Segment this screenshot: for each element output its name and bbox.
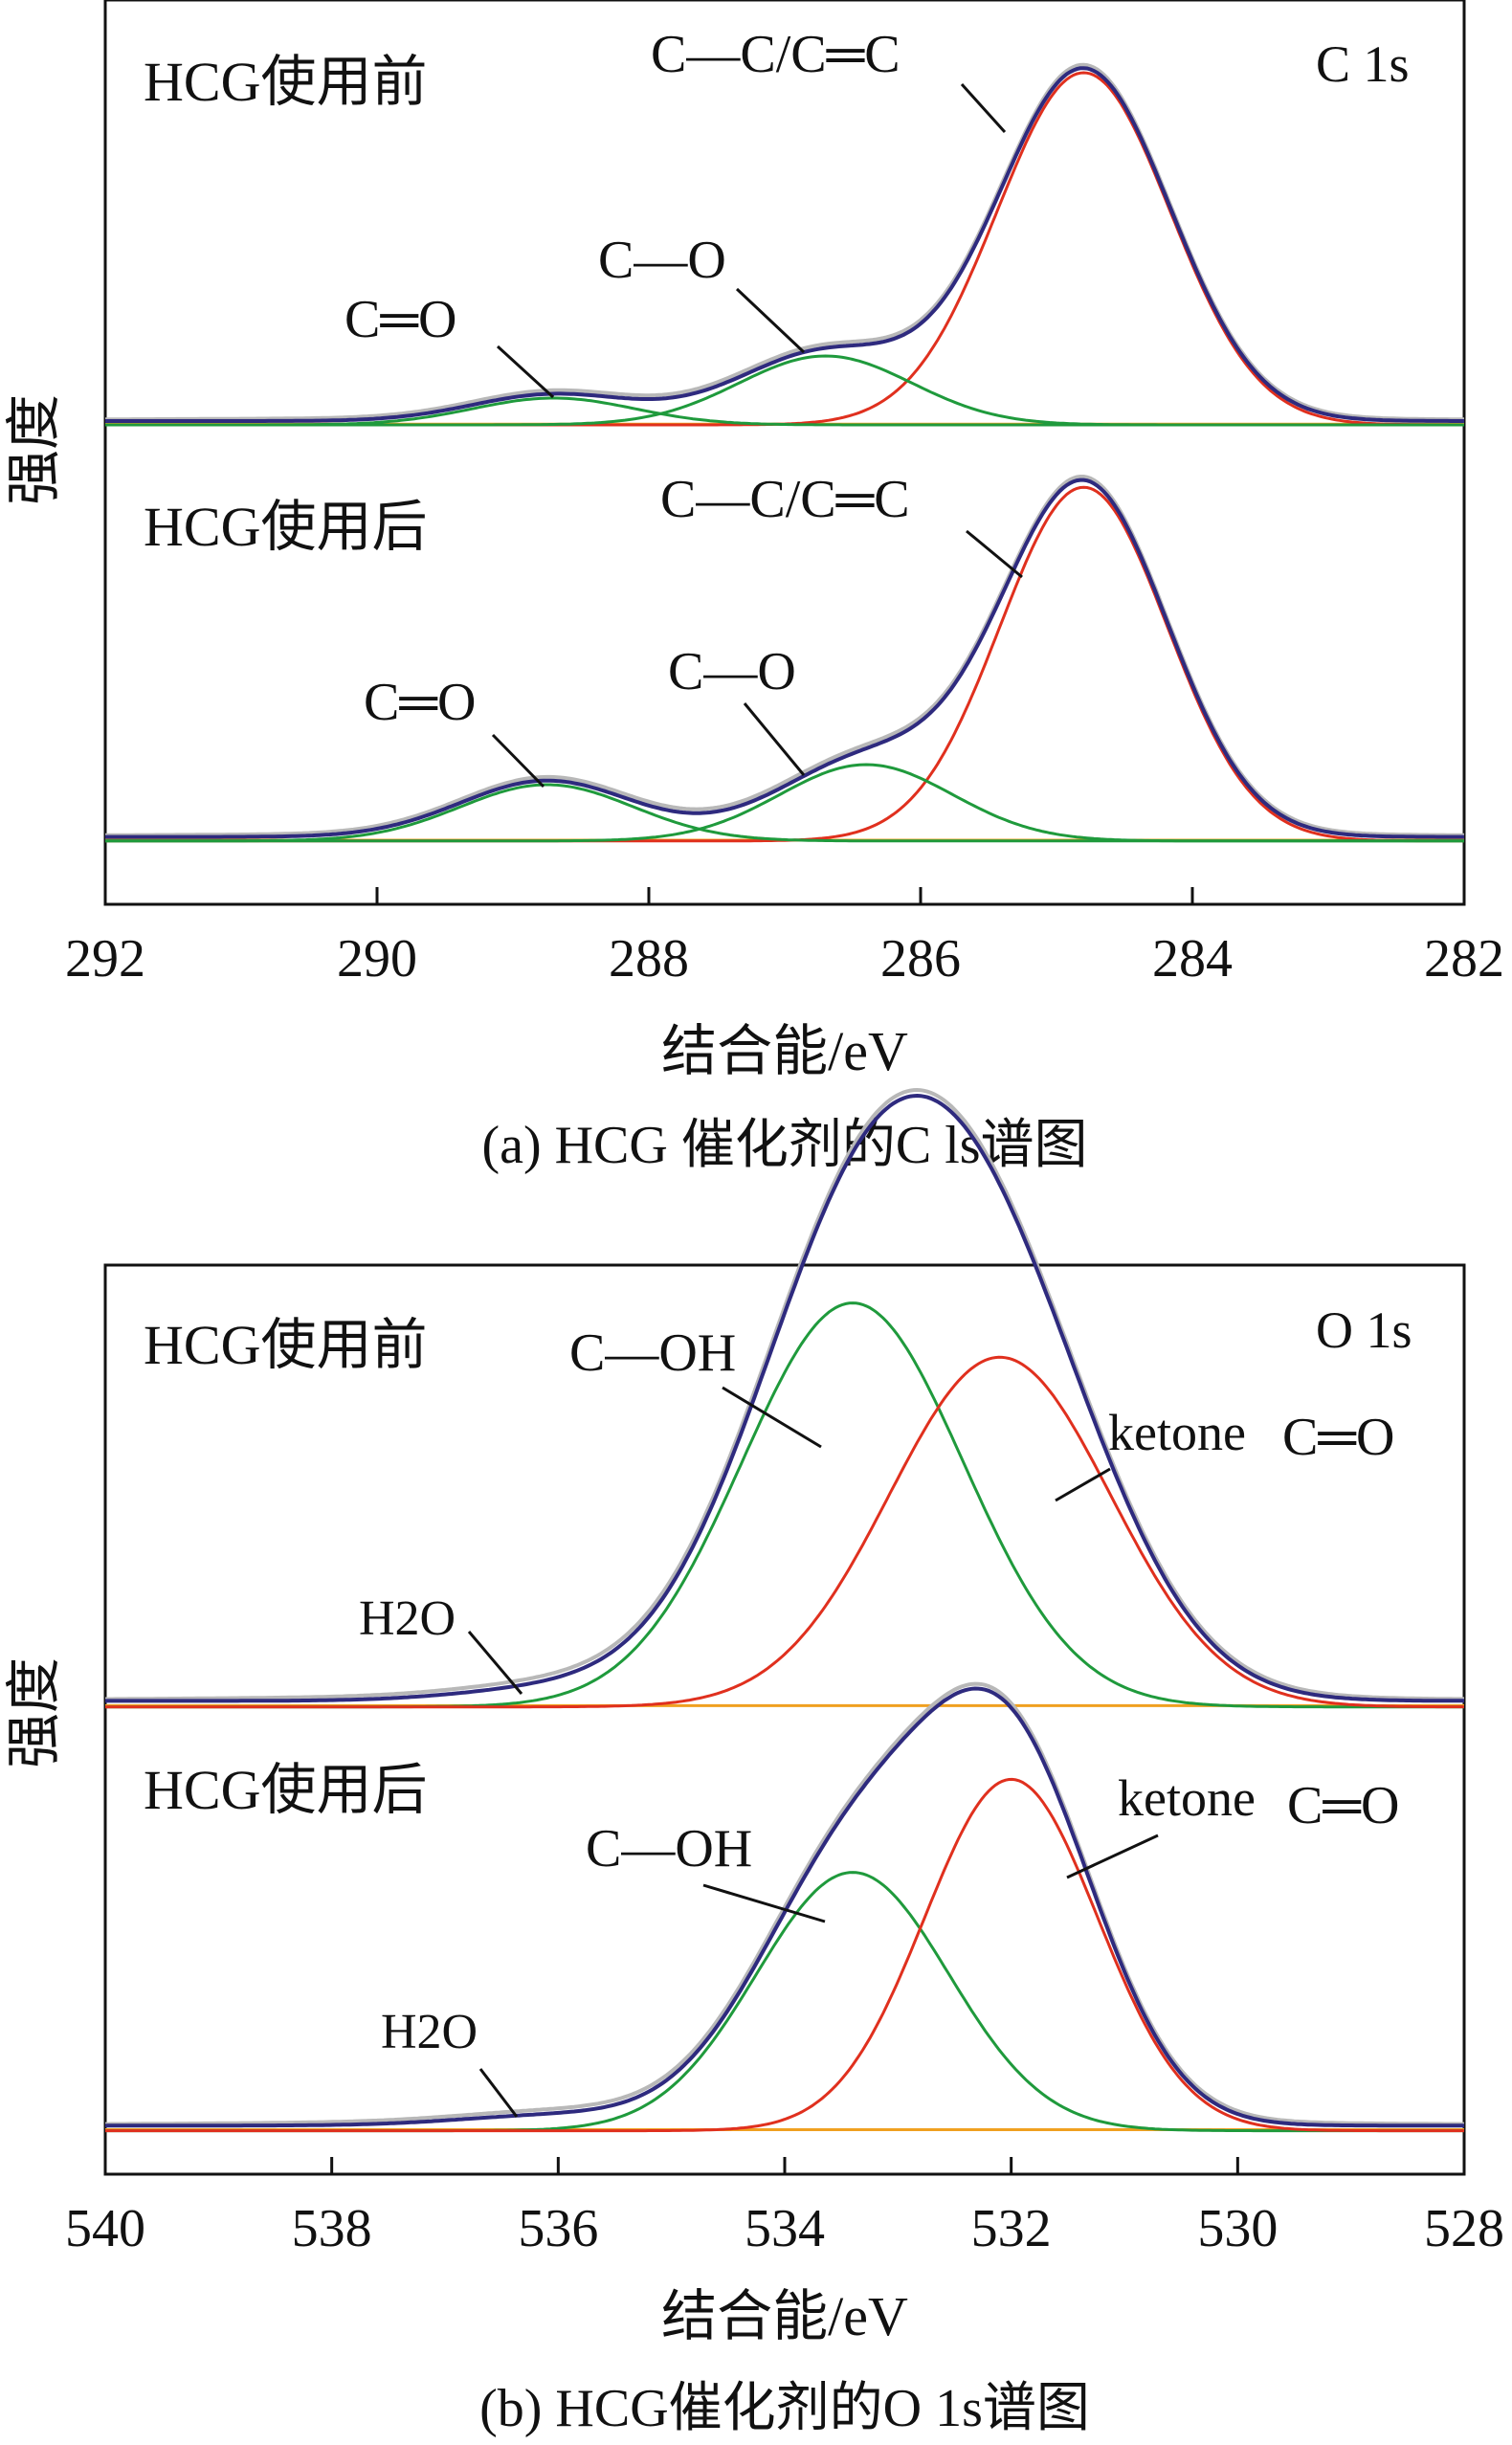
leader-cdo-before bbox=[496, 345, 555, 399]
panel-tag-o1s: O 1s bbox=[1316, 1301, 1412, 1359]
peak-1-1-1 bbox=[105, 1777, 1464, 2133]
panel-tag-c1s: C 1s bbox=[1316, 35, 1410, 93]
fit-envelope-0-0 bbox=[105, 66, 1464, 423]
x-tick-label: 530 bbox=[1197, 2199, 1278, 2258]
leader-coh-after bbox=[702, 1883, 826, 1923]
x-axis-label-b: 结合能/eV bbox=[661, 2285, 908, 2347]
annot-ketone-before: ketone bbox=[1108, 1404, 1246, 1461]
x-tick-label: 538 bbox=[292, 2199, 372, 2258]
raw-spectrum-1-0 bbox=[105, 1087, 1464, 1701]
leader-h2o-before bbox=[467, 1631, 523, 1695]
label-before-a: HCG使用前 bbox=[144, 51, 427, 113]
annot-cdo-after: C═O bbox=[364, 673, 476, 732]
peak-0-0-1 bbox=[105, 354, 1464, 427]
x-tick-label: 536 bbox=[518, 2199, 598, 2258]
leader-coh-before bbox=[722, 1386, 822, 1449]
annot-cc-before: C—C/C═C bbox=[651, 25, 901, 84]
annot-cdo-before: C═O bbox=[345, 290, 456, 349]
plot-frame-a bbox=[103, 0, 1466, 906]
annot-ketone-after: ketone bbox=[1118, 1769, 1256, 1827]
x-tick-label: 286 bbox=[880, 929, 961, 989]
annot-cdo-o-before: C═O bbox=[1282, 1408, 1394, 1467]
raw-spectrum-1-1 bbox=[105, 1681, 1464, 2126]
fit-envelope-1-0 bbox=[105, 1093, 1464, 1703]
x-tick-label: 288 bbox=[609, 929, 689, 989]
annot-cdo-o-after: C═O bbox=[1287, 1776, 1399, 1835]
annot-h2o-before: H2O bbox=[359, 1591, 456, 1646]
fit-envelope-0-1 bbox=[105, 478, 1464, 839]
peak-1-0-1 bbox=[105, 1355, 1464, 1709]
leader-h2o-after bbox=[478, 2068, 519, 2118]
caption-b: (b) HCG催化剂的O 1s谱图 bbox=[479, 2379, 1090, 2438]
y-axis-label-b: 强度 bbox=[3, 1657, 65, 1768]
x-ticks-a: 292 290 288 286 284 282 bbox=[65, 887, 1504, 989]
x-tick-label: 292 bbox=[65, 929, 145, 989]
x-tick-label: 528 bbox=[1424, 2199, 1504, 2258]
peak-0-0-2 bbox=[105, 396, 1464, 427]
label-before-b: HCG使用前 bbox=[144, 1314, 427, 1376]
label-after-a: HCG使用后 bbox=[144, 496, 427, 558]
label-after-b: HCG使用后 bbox=[144, 1759, 427, 1821]
x-tick-label: 290 bbox=[337, 929, 417, 989]
panel-b: 540 538 536 534 532 530 528 HCG使用前 O 1s HCG使用后… bbox=[3, 1087, 1504, 2438]
curves-a bbox=[104, 62, 1465, 843]
x-tick-label: 534 bbox=[745, 2199, 825, 2258]
x-tick-label: 532 bbox=[971, 2199, 1052, 2258]
annot-coh-after: C—OH bbox=[586, 1819, 752, 1878]
leader-cc-after bbox=[966, 529, 1023, 579]
annot-h2o-after: H2O bbox=[381, 2005, 478, 2059]
annot-co-before: C—O bbox=[598, 231, 726, 290]
x-ticks-b: 540 538 536 534 532 530 528 bbox=[65, 2157, 1504, 2258]
raw-spectrum-0-0 bbox=[104, 62, 1464, 422]
peak-0-1-2 bbox=[105, 783, 1464, 843]
annot-coh-before: C—OH bbox=[569, 1323, 736, 1383]
leader-co-after bbox=[743, 702, 806, 776]
plot-frame-b bbox=[103, 1263, 1466, 2176]
panel-a: 292 290 288 286 284 282 HCG使用前 C 1s HCG使用后 C—… bbox=[3, 0, 1504, 1175]
leader-ketone-before bbox=[1055, 1467, 1111, 1502]
annot-co-after: C—O bbox=[668, 642, 796, 701]
leader-co-before bbox=[735, 287, 806, 354]
annot-cc-after: C—C/C═C bbox=[660, 470, 910, 529]
fit-envelope-1-1 bbox=[105, 1686, 1464, 2128]
x-tick-label: 284 bbox=[1152, 929, 1233, 989]
leader-cdo-after bbox=[491, 733, 545, 789]
y-axis-label-a: 强度 bbox=[3, 394, 65, 505]
curves-b bbox=[105, 1087, 1464, 2133]
x-axis-label-a: 结合能/eV bbox=[661, 1020, 908, 1082]
leader-ketone-after bbox=[1066, 1834, 1159, 1879]
x-tick-label: 540 bbox=[65, 2199, 145, 2258]
leader-cc-before bbox=[960, 82, 1007, 134]
x-tick-label: 282 bbox=[1424, 929, 1504, 989]
caption-a: (a) HCG 催化剂的C ls谱图 bbox=[481, 1116, 1087, 1175]
